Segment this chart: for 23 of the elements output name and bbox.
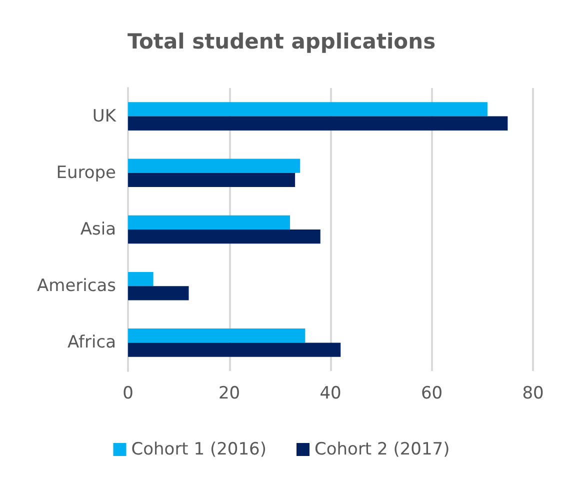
bar	[128, 286, 189, 300]
x-tick-label: 60	[420, 384, 443, 404]
y-tick-label: Europe	[56, 162, 116, 183]
y-tick-label: Asia	[80, 220, 116, 240]
legend-label: Cohort 2 (2017)	[314, 440, 450, 460]
x-tick-label: 80	[522, 384, 544, 404]
x-tick-label: 20	[218, 384, 240, 404]
x-tick-label: 0	[122, 384, 134, 404]
bar	[128, 215, 290, 230]
bar	[128, 272, 154, 286]
bar	[128, 158, 300, 173]
y-tick-label: UK	[92, 106, 117, 126]
y-tick-label: Africa	[68, 332, 116, 353]
chart-title: Total student applications	[127, 30, 436, 54]
bar	[128, 342, 341, 357]
bar	[128, 328, 306, 343]
bar	[128, 230, 320, 244]
bar	[128, 172, 296, 188]
legend-label: Cohort 1 (2016)	[131, 440, 267, 460]
bar	[128, 102, 488, 116]
y-tick-label: Americas	[37, 276, 116, 296]
x-tick-label: 40	[320, 384, 342, 404]
bar	[128, 116, 508, 130]
